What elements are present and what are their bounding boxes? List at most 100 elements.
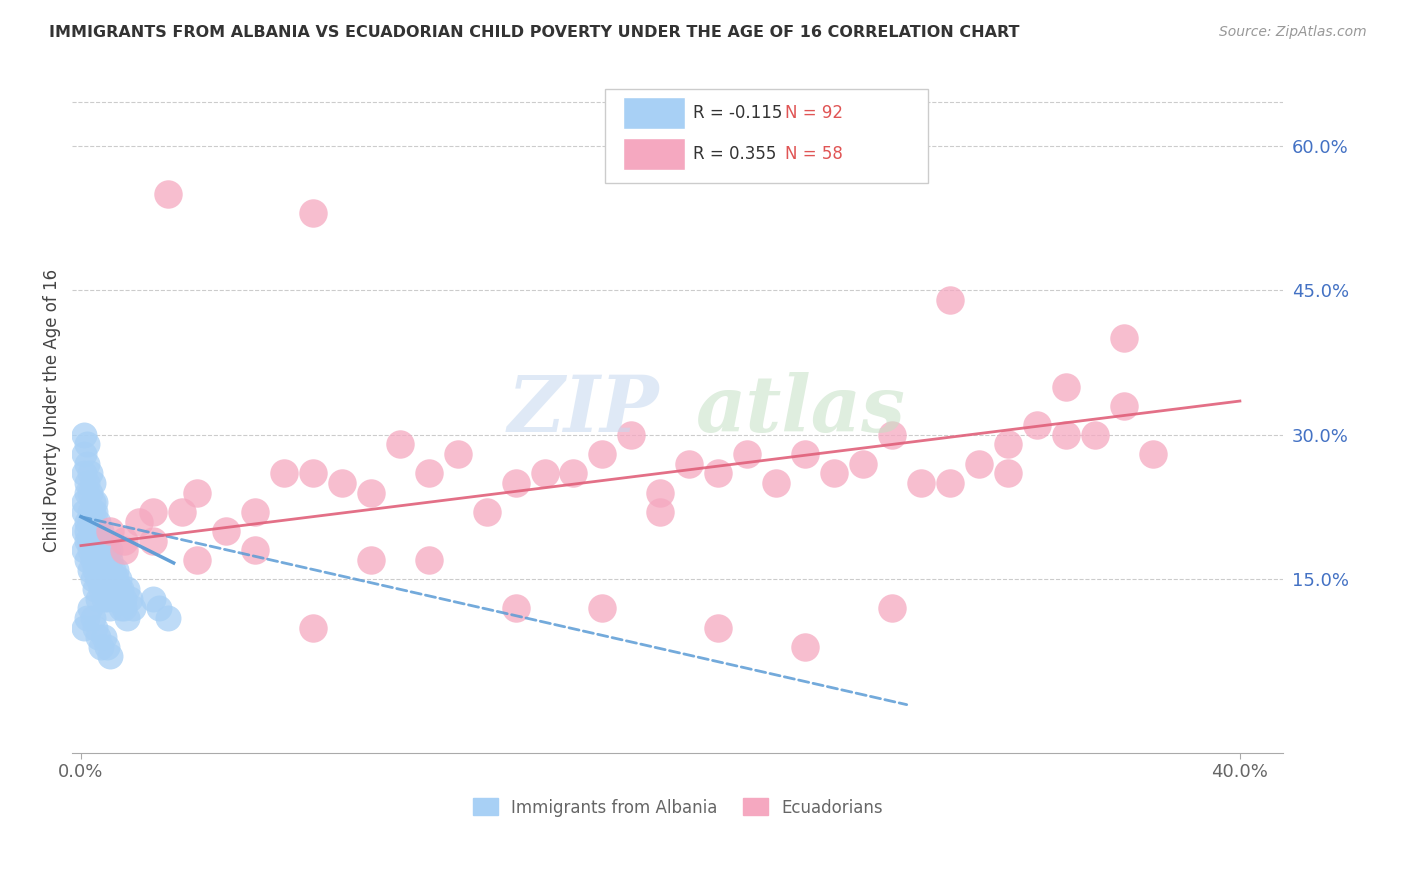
Point <box>93 533 115 548</box>
Point <box>186 553 208 567</box>
Point <box>273 467 295 481</box>
Text: IMMIGRANTS FROM ALBANIA VS ECUADORIAN CHILD POVERTY UNDER THE AGE OF 16 CORRELAT: IMMIGRANTS FROM ALBANIA VS ECUADORIAN CH… <box>49 25 1019 40</box>
Point <box>967 457 990 471</box>
Point <box>707 467 730 481</box>
Point <box>73 495 96 509</box>
Point <box>112 543 135 558</box>
Point <box>620 427 643 442</box>
Point <box>98 524 121 538</box>
Point <box>76 515 98 529</box>
Point <box>73 524 96 538</box>
Point <box>82 553 104 567</box>
Point <box>110 601 132 615</box>
Point <box>591 601 613 615</box>
Point <box>707 621 730 635</box>
Point <box>90 582 112 596</box>
Point <box>142 533 165 548</box>
Point <box>360 553 382 567</box>
Point <box>82 524 104 538</box>
Point <box>79 533 101 548</box>
Point <box>301 621 323 635</box>
Point <box>76 457 98 471</box>
Point <box>73 447 96 461</box>
Text: ZIP: ZIP <box>508 373 659 449</box>
Text: N = 58: N = 58 <box>785 145 842 163</box>
Point <box>1112 331 1135 345</box>
Point <box>96 553 118 567</box>
Point <box>87 563 110 577</box>
Point <box>112 591 135 606</box>
Point <box>997 437 1019 451</box>
Point <box>737 447 759 461</box>
Point <box>87 591 110 606</box>
Point <box>73 543 96 558</box>
Point <box>98 649 121 664</box>
Point <box>1026 418 1049 433</box>
Point <box>446 447 468 461</box>
Point <box>87 572 110 586</box>
Point <box>122 601 145 615</box>
Point <box>997 467 1019 481</box>
Point <box>93 563 115 577</box>
Point <box>112 533 135 548</box>
Point <box>765 475 787 490</box>
Point <box>110 582 132 596</box>
Point <box>87 515 110 529</box>
Point <box>79 601 101 615</box>
Point <box>1054 427 1077 442</box>
Point <box>96 640 118 654</box>
Point <box>112 601 135 615</box>
Text: N = 92: N = 92 <box>785 104 842 122</box>
Point <box>1054 379 1077 393</box>
Point <box>650 485 672 500</box>
Point <box>73 505 96 519</box>
Point <box>79 505 101 519</box>
Y-axis label: Child Poverty Under the Age of 16: Child Poverty Under the Age of 16 <box>44 269 60 552</box>
Point <box>76 533 98 548</box>
Point <box>79 563 101 577</box>
Point <box>505 601 527 615</box>
Point <box>84 533 107 548</box>
Point <box>301 467 323 481</box>
Point <box>120 591 142 606</box>
Text: R = -0.115: R = -0.115 <box>693 104 783 122</box>
Point <box>142 505 165 519</box>
Point <box>73 467 96 481</box>
Point <box>90 533 112 548</box>
Point <box>1142 447 1164 461</box>
Point <box>87 543 110 558</box>
Point <box>76 437 98 451</box>
Point <box>98 582 121 596</box>
Point <box>562 467 585 481</box>
Point <box>794 447 817 461</box>
Point <box>110 591 132 606</box>
Point <box>76 475 98 490</box>
Point <box>939 475 962 490</box>
Point <box>79 485 101 500</box>
Point <box>82 495 104 509</box>
Point <box>156 186 179 201</box>
Legend: Immigrants from Albania, Ecuadorians: Immigrants from Albania, Ecuadorians <box>467 792 890 823</box>
Point <box>301 206 323 220</box>
Point <box>79 467 101 481</box>
Point <box>79 543 101 558</box>
Text: Source: ZipAtlas.com: Source: ZipAtlas.com <box>1219 25 1367 39</box>
Point <box>104 563 127 577</box>
Point <box>96 591 118 606</box>
Point <box>505 475 527 490</box>
Point <box>98 543 121 558</box>
Point <box>90 640 112 654</box>
Point <box>186 485 208 500</box>
Point <box>101 591 124 606</box>
Point <box>330 475 353 490</box>
Point <box>98 601 121 615</box>
Point <box>73 427 96 442</box>
Point <box>87 524 110 538</box>
Point <box>882 427 904 442</box>
Point <box>107 591 129 606</box>
Point <box>475 505 498 519</box>
Point <box>388 437 411 451</box>
Point <box>90 524 112 538</box>
Point <box>82 611 104 625</box>
Point <box>82 505 104 519</box>
